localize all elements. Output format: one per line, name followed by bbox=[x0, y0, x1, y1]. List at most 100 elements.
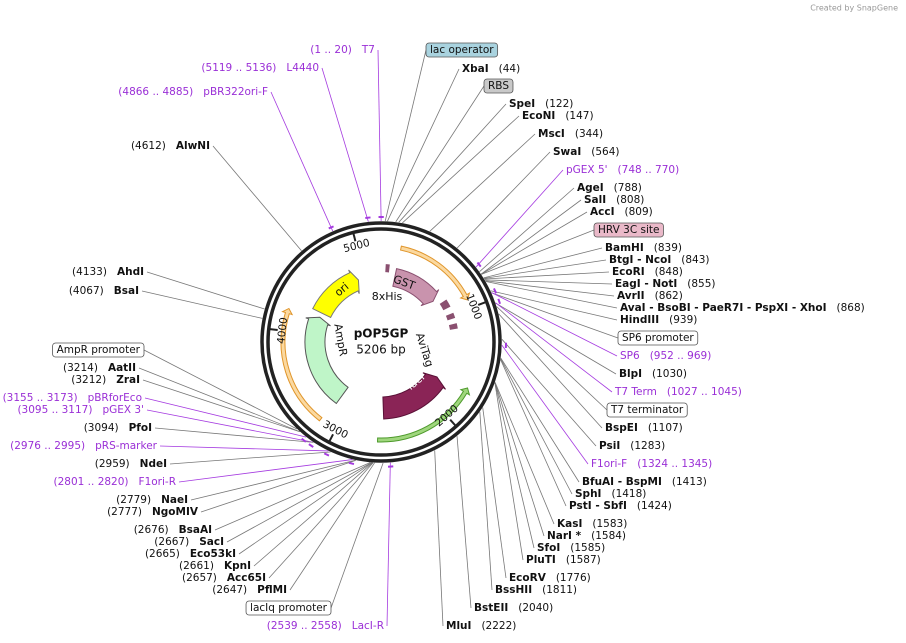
leader-line bbox=[289, 462, 375, 591]
site-label: (2040) bbox=[518, 602, 553, 614]
leader-line bbox=[475, 169, 564, 268]
site-label: (4866 .. 4885) bbox=[118, 86, 193, 98]
leader-line bbox=[387, 68, 460, 222]
feature-name: SP6 promoter bbox=[622, 332, 694, 344]
leader-line bbox=[500, 359, 567, 507]
site-label: (1107) bbox=[648, 422, 683, 434]
site-label: (1283) bbox=[630, 440, 665, 452]
feature-name: HRV 3C site bbox=[598, 224, 659, 236]
enzyme-name: NgoMIV bbox=[152, 506, 199, 518]
primer-mark bbox=[497, 298, 501, 305]
site-label: (952 .. 969) bbox=[650, 350, 712, 362]
primer-mark bbox=[365, 216, 371, 219]
feature-name: T7 terminator bbox=[610, 404, 684, 416]
leader-line bbox=[479, 411, 493, 591]
enzyme-name: SphI bbox=[575, 488, 601, 500]
feature-box bbox=[245, 600, 332, 616]
enzyme-name: BsaI bbox=[114, 285, 139, 297]
leader-line bbox=[456, 436, 472, 609]
enzyme-name: BamHI bbox=[605, 242, 644, 254]
enzyme-name: SacI bbox=[199, 536, 224, 548]
ampr-arrow bbox=[304, 316, 349, 405]
site-label: (5119 .. 5136) bbox=[201, 62, 276, 74]
leader-line bbox=[491, 292, 618, 357]
leader-line bbox=[384, 49, 427, 222]
enzyme-name: HindIII bbox=[620, 314, 659, 326]
leader-line bbox=[398, 103, 507, 223]
backbone-outer bbox=[260, 221, 502, 463]
enzyme-name: AlwNI bbox=[176, 140, 210, 152]
site-label: (2657) bbox=[182, 572, 217, 584]
ruler-tick bbox=[477, 300, 487, 306]
orange-arc bbox=[280, 307, 323, 422]
site-label: (2665) bbox=[145, 548, 180, 560]
site-label: (2222) bbox=[481, 620, 516, 632]
leader-line bbox=[494, 382, 524, 561]
enzyme-name: NdeI bbox=[140, 458, 167, 470]
leader-line bbox=[483, 259, 607, 279]
leader-line bbox=[498, 313, 603, 429]
feature-box bbox=[606, 402, 688, 418]
primer-name: T7 bbox=[361, 44, 375, 56]
leader-line bbox=[483, 247, 603, 279]
site-label: (3155 .. 3173) bbox=[3, 392, 78, 404]
leader-line bbox=[494, 382, 545, 537]
site-label: (3212) bbox=[71, 374, 106, 386]
primer-mark bbox=[323, 452, 330, 457]
site-label: (2976 .. 2995) bbox=[10, 440, 85, 452]
leader-line bbox=[190, 459, 356, 501]
site-label: (1418) bbox=[611, 488, 646, 500]
ruler-label: 4000 bbox=[275, 317, 290, 345]
enzyme-name: AccI bbox=[590, 206, 614, 218]
enzyme-name: PluTI bbox=[526, 554, 556, 566]
enzyme-name: PfoI bbox=[129, 422, 152, 434]
leader-line bbox=[178, 459, 353, 483]
enzyme-name: PsiI bbox=[599, 440, 620, 452]
enzyme-name: EagI - NotI bbox=[615, 278, 677, 290]
leader-line bbox=[495, 302, 613, 393]
feature-box bbox=[617, 330, 699, 346]
leader-line bbox=[238, 462, 373, 555]
plasmid-size: 5206 bp bbox=[356, 343, 406, 357]
leader-line bbox=[141, 290, 263, 319]
enzyme-name: BstEII bbox=[474, 602, 508, 614]
leader-line bbox=[456, 151, 551, 249]
primer-name: pRS-marker bbox=[95, 440, 158, 452]
leader-line bbox=[268, 462, 374, 579]
leader-line bbox=[212, 145, 302, 252]
leader-line bbox=[144, 397, 307, 438]
site-label: (344) bbox=[575, 128, 603, 140]
leader-line bbox=[395, 85, 485, 223]
small-feature bbox=[448, 323, 458, 330]
leader-line bbox=[330, 462, 384, 609]
primer-name: T7 Term bbox=[614, 386, 657, 398]
site-label: (1583) bbox=[592, 518, 627, 530]
site-label: (2667) bbox=[154, 536, 189, 548]
leader-line bbox=[169, 451, 331, 465]
leader-line bbox=[485, 281, 618, 309]
green-arc bbox=[376, 387, 471, 443]
leader-line bbox=[402, 115, 520, 224]
enzyme-name: AvrII bbox=[617, 290, 645, 302]
site-label: (2959) bbox=[95, 458, 130, 470]
site-label: (1585) bbox=[570, 542, 605, 554]
site-label: (862) bbox=[655, 290, 683, 302]
leader-line bbox=[253, 462, 373, 567]
feature-label: AviTag bbox=[413, 331, 436, 368]
site-label: (2777) bbox=[107, 506, 142, 518]
small-feature bbox=[439, 299, 451, 311]
orange-arc bbox=[399, 245, 471, 301]
primer-name: LacI-R bbox=[352, 620, 384, 632]
feature-box bbox=[52, 342, 145, 358]
site-label: (1027 .. 1045) bbox=[667, 386, 742, 398]
leader-line bbox=[482, 407, 507, 579]
site-label: (843) bbox=[681, 254, 709, 266]
ruler-tick bbox=[328, 433, 334, 443]
feature-name: RBS bbox=[488, 80, 509, 92]
leader-line bbox=[496, 306, 608, 411]
primer-name: pGEX 3' bbox=[102, 404, 144, 416]
site-label: (2779) bbox=[116, 494, 151, 506]
leader-line bbox=[386, 462, 391, 627]
enzyme-name: KpnI bbox=[224, 560, 251, 572]
leader-line bbox=[214, 462, 371, 531]
